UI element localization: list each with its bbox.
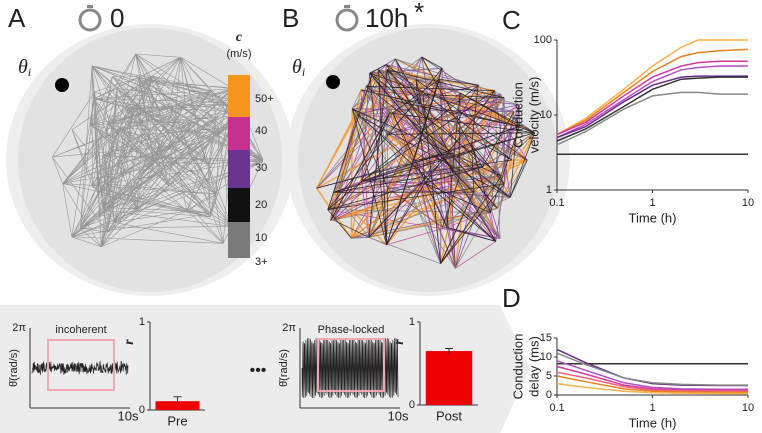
colorbar-label: 40 [255, 125, 267, 137]
x-tick-label: 0.1 [549, 197, 564, 209]
y-top-label: 2π [282, 322, 296, 334]
series-line [556, 352, 748, 386]
colorbar-label: 50+ [255, 93, 274, 105]
x-label: 10s [388, 408, 409, 423]
x-tick-label: 1 [649, 402, 655, 414]
series-line [556, 65, 748, 139]
colorbar-segment [228, 222, 250, 258]
y-tick-label: 0 [546, 389, 552, 401]
networks [6, 24, 570, 296]
x-label: Time (h) [629, 415, 677, 430]
panel-letter: B [282, 3, 299, 33]
colorbar-label: 10 [255, 232, 267, 244]
theta: θ [18, 56, 28, 78]
colorbar-label: 30 [255, 162, 267, 174]
y-label: Conduction [510, 334, 525, 400]
x-label: Time (h) [629, 210, 677, 225]
y-tick-label: 10 [540, 109, 552, 121]
theta-sub: i [302, 65, 305, 79]
theta-label: θi [18, 56, 31, 79]
box-label: incoherent [55, 324, 106, 336]
panel-letter: D [502, 283, 521, 313]
colorbar-segment [228, 75, 250, 117]
y-top-label: 2π [12, 322, 26, 334]
series-line [556, 60, 748, 136]
stopwatch-icon [78, 8, 102, 32]
panel-letter: A [8, 3, 26, 33]
panel-letter: C [502, 5, 521, 35]
x-label: 10s [118, 408, 139, 423]
traces: 2π θ̄(rad/s) 10s incoherent 2π θ̄(rad/s) 10s Ph… [8, 322, 409, 424]
series-line [556, 75, 748, 139]
seed-node [55, 78, 69, 92]
highlight-box [47, 339, 115, 391]
error-bar [173, 396, 182, 406]
y-tick-label: 15 [540, 332, 552, 344]
y-tick-label: 5 [546, 370, 552, 382]
bottom-band [0, 305, 530, 433]
colorbar: 50+ 40 30 20 10 3+ [228, 75, 274, 268]
edges [316, 56, 536, 264]
y-label: r [122, 339, 137, 345]
y-tick-label: 0 [139, 404, 145, 416]
x-tick-label: 10 [742, 197, 754, 209]
asterisk: * [414, 0, 424, 27]
theta-sub: i [28, 65, 31, 79]
y-label: r [392, 339, 407, 345]
y-label: delay (ms) [526, 336, 541, 397]
stopwatch-icon [335, 8, 359, 32]
ellipsis: ••• [250, 362, 267, 379]
box-label: Phase-locked [318, 324, 385, 336]
series-line [556, 348, 748, 387]
colorbar-title: c [236, 30, 243, 45]
y-tick-label: 10 [540, 351, 552, 363]
colorbar-segment [228, 150, 250, 188]
y-tick-label: 100 [534, 34, 552, 46]
theta-label: θi [292, 56, 305, 79]
error-bar [445, 348, 453, 354]
y-label: Conduction [510, 82, 525, 148]
x-tick-label: Post [436, 408, 462, 423]
series-line [556, 39, 748, 136]
stopwatch-icon [87, 5, 93, 8]
series-line [556, 48, 749, 136]
y-label: velocity (m/s) [526, 77, 541, 154]
series-line [556, 91, 748, 146]
theta: θ [292, 56, 302, 78]
x-tick-label: 10 [742, 402, 754, 414]
seed-node [326, 75, 340, 89]
time-label: 10h [365, 3, 408, 33]
series-line [556, 360, 748, 391]
y-tick-label: 1 [139, 316, 145, 328]
edges [52, 53, 264, 248]
colorbar-label: 20 [255, 199, 267, 211]
y-tick-label: 1 [546, 184, 552, 196]
series-line [556, 76, 748, 142]
series-line [556, 365, 748, 392]
colorbar-segment [228, 188, 250, 222]
x-tick-label: Pre [167, 413, 187, 428]
y-label: θ̄(rad/s) [278, 349, 290, 387]
time-label: 0 [110, 3, 124, 33]
x-tick-label: 1 [649, 197, 655, 209]
colorbar-unit: (m/s) [226, 48, 251, 60]
y-tick-label: 0 [409, 399, 415, 411]
series-line [556, 382, 748, 395]
highlight-box [317, 338, 385, 392]
series-line [556, 375, 748, 394]
y-tick-label: 1 [409, 316, 415, 328]
bar [425, 351, 473, 405]
stopwatch-icon [344, 5, 350, 8]
colorbar-label: 3+ [255, 256, 268, 268]
y-label: θ̄(rad/s) [8, 349, 20, 387]
colorbar-segment [228, 117, 250, 150]
series-line [556, 371, 748, 392]
x-tick-label: 0.1 [549, 402, 564, 414]
